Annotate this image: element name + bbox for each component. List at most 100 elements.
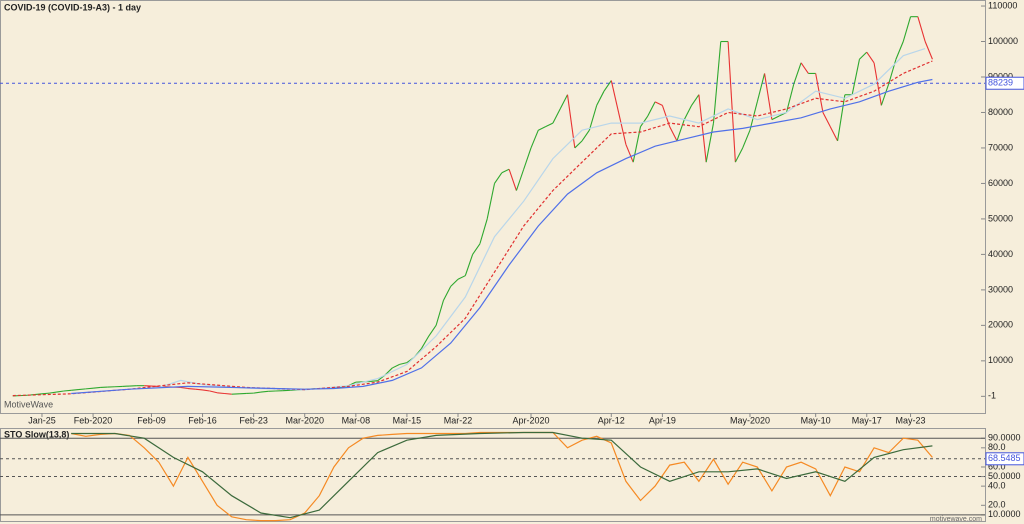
y-tick-label: 40000 bbox=[988, 249, 1013, 259]
price-segment bbox=[588, 105, 598, 131]
price-segment bbox=[202, 389, 210, 392]
price-segment bbox=[829, 126, 839, 142]
price-segment bbox=[734, 147, 744, 163]
y-tick-label: 60.0 bbox=[988, 461, 1006, 471]
price-segment bbox=[924, 41, 933, 60]
y-tick-label: 90000 bbox=[988, 71, 1013, 81]
price-segment bbox=[85, 387, 94, 390]
price-segment bbox=[712, 41, 722, 124]
price-segment bbox=[180, 386, 189, 390]
price-segment bbox=[508, 169, 517, 191]
price-segment bbox=[880, 83, 890, 106]
indicator-title: STO Slow(13,8) bbox=[4, 429, 69, 439]
price-segment bbox=[392, 363, 400, 369]
y-tick-label: 50000 bbox=[988, 213, 1013, 223]
price-segment bbox=[902, 16, 912, 42]
y-tick-label: -1 bbox=[988, 391, 996, 401]
price-segment bbox=[851, 59, 860, 95]
watermark: MotiveWave bbox=[4, 399, 53, 409]
price-segment bbox=[421, 335, 430, 349]
price-segment bbox=[494, 172, 503, 184]
price-segment bbox=[610, 80, 620, 113]
x-tick-label: Feb-23 bbox=[239, 415, 268, 425]
price-segment bbox=[464, 254, 474, 276]
price-segment bbox=[559, 94, 568, 110]
price-segment bbox=[442, 286, 452, 301]
x-tick-label: Apr-19 bbox=[649, 415, 676, 425]
price-segment bbox=[683, 105, 693, 120]
x-tick-label: May-23 bbox=[896, 415, 926, 425]
price-segment bbox=[800, 62, 809, 74]
y-tick-label: 40.0 bbox=[988, 481, 1006, 491]
price-segment bbox=[625, 144, 634, 163]
y-tick-label: 80000 bbox=[988, 107, 1013, 117]
price-segment bbox=[618, 112, 627, 145]
price-segment bbox=[742, 130, 751, 149]
price-panel bbox=[0, 0, 986, 414]
chart-title: COVID-19 (COVID-19-A3) - 1 day bbox=[4, 2, 141, 12]
y-tick-label: 50.0000 bbox=[988, 471, 1021, 481]
price-segment bbox=[545, 122, 554, 128]
price-segment bbox=[654, 101, 663, 106]
price-segment bbox=[771, 115, 780, 121]
price-segment bbox=[895, 41, 904, 60]
price-segment bbox=[727, 41, 736, 163]
y-tick-label: 90.0000 bbox=[988, 433, 1021, 443]
price-segment bbox=[676, 119, 685, 142]
price-segment bbox=[486, 183, 496, 220]
price-segment bbox=[41, 392, 50, 395]
x-tick-label: Mar-2020 bbox=[285, 415, 324, 425]
price-segment bbox=[793, 62, 802, 85]
price-segment bbox=[253, 391, 262, 394]
price-segment bbox=[756, 73, 766, 102]
price-segment bbox=[691, 94, 700, 106]
price-segment bbox=[63, 389, 72, 392]
price-segment bbox=[859, 51, 868, 60]
price-segment bbox=[574, 140, 583, 149]
price-segment bbox=[472, 243, 481, 255]
price-segment bbox=[530, 130, 539, 149]
y-tick-label: 30000 bbox=[988, 284, 1013, 294]
price-segment bbox=[217, 392, 225, 395]
level-label-box bbox=[985, 76, 1024, 90]
price-segment bbox=[428, 325, 437, 337]
price-segment bbox=[187, 387, 196, 390]
price-segment bbox=[785, 83, 795, 113]
price-segment bbox=[866, 51, 875, 64]
price-segment bbox=[370, 380, 378, 382]
price-segment bbox=[71, 389, 79, 391]
price-segment bbox=[457, 275, 466, 280]
y-tick-label: 20000 bbox=[988, 320, 1013, 330]
price-segment bbox=[49, 391, 57, 394]
y-tick-label: 110000 bbox=[988, 0, 1017, 10]
y-tick-label: 100000 bbox=[988, 36, 1018, 46]
indicator-line bbox=[12, 60, 933, 397]
indicator-line bbox=[71, 431, 933, 519]
price-segment bbox=[603, 80, 612, 92]
x-tick-label: May-10 bbox=[801, 415, 831, 425]
price-segment bbox=[56, 390, 64, 393]
x-tick-label: Mar-15 bbox=[393, 415, 422, 425]
price-segment bbox=[647, 101, 656, 117]
x-tick-label: Mar-08 bbox=[342, 415, 371, 425]
x-tick-label: Feb-2020 bbox=[74, 415, 113, 425]
price-segment bbox=[93, 386, 101, 389]
price-segment bbox=[538, 126, 546, 131]
last-value-box bbox=[985, 452, 1024, 466]
price-segment bbox=[698, 94, 707, 163]
price-segment bbox=[596, 90, 605, 106]
price-segment bbox=[581, 129, 590, 142]
price-segment bbox=[837, 94, 846, 141]
x-tick-label: Feb-16 bbox=[188, 415, 217, 425]
y-tick-label: 80.0 bbox=[988, 442, 1006, 452]
price-segment bbox=[195, 388, 203, 391]
price-segment bbox=[822, 112, 831, 127]
x-tick-label: Feb-09 bbox=[137, 415, 166, 425]
y-tick-label: 10.0000 bbox=[988, 509, 1021, 519]
price-segment bbox=[78, 388, 86, 391]
price-segment bbox=[815, 73, 824, 113]
level-label: 88239 bbox=[988, 78, 1013, 88]
y-tick-label: 70000 bbox=[988, 142, 1013, 152]
y-tick-label: 60000 bbox=[988, 178, 1013, 188]
footer: motivewave.com bbox=[930, 516, 982, 523]
